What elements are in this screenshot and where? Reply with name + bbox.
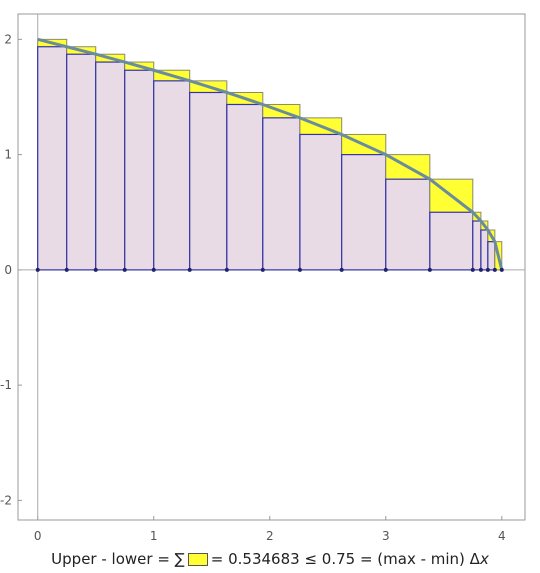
caption-left: Upper - lower = ∑ <box>51 550 185 568</box>
lower-rect <box>37 46 68 271</box>
lower-rect <box>189 91 228 271</box>
lower-rect <box>299 133 343 271</box>
partition-point <box>478 267 483 272</box>
lower-rect <box>226 103 264 271</box>
x-tick-label: 4 <box>498 529 506 543</box>
x-tick-label: 3 <box>382 529 390 543</box>
plot-frame <box>17 13 526 521</box>
lower-rect <box>341 154 387 271</box>
x-tick-label: 0 <box>34 529 42 543</box>
partition-point <box>470 267 475 272</box>
partition-point <box>224 267 229 272</box>
x-tick-label: 2 <box>266 529 274 543</box>
lower-rect <box>124 69 155 271</box>
partition-point <box>35 267 40 272</box>
lower-rect <box>153 80 191 271</box>
partition-point <box>499 267 504 272</box>
partition-point <box>122 267 127 272</box>
partition-point <box>64 267 69 272</box>
x-tick-label: 1 <box>150 529 158 543</box>
y-tick-label: 1 <box>4 148 12 162</box>
partition-point <box>297 267 302 272</box>
y-tick-label: -2 <box>0 493 12 507</box>
partition-point <box>260 267 265 272</box>
caption: Upper - lower = ∑ = 0.534683 ≤ 0.75 = (ma… <box>0 550 540 568</box>
partition-point <box>427 267 432 272</box>
lower-rect <box>429 211 474 271</box>
lower-rect <box>472 220 482 271</box>
lower-rect <box>262 117 301 271</box>
lower-rect <box>66 53 97 271</box>
lower-rect <box>487 241 496 271</box>
partition-point <box>151 267 156 272</box>
lower-rect <box>385 178 431 271</box>
partition-point <box>492 267 497 272</box>
caption-right: = 0.534683 ≤ 0.75 = (max - min) Δ <box>210 550 480 568</box>
partition-point <box>187 267 192 272</box>
legend-swatch <box>187 553 208 566</box>
lower-rect <box>95 61 126 271</box>
caption-var: x <box>479 550 489 568</box>
y-tick-label: 2 <box>4 32 12 46</box>
partition-point <box>485 267 490 272</box>
y-tick-label: -1 <box>0 378 12 392</box>
y-tick-label: 0 <box>4 263 12 277</box>
lower-rect <box>480 229 489 271</box>
partition-point <box>93 267 98 272</box>
curve <box>37 37 504 271</box>
partition-point <box>339 267 344 272</box>
partition-point <box>383 267 388 272</box>
